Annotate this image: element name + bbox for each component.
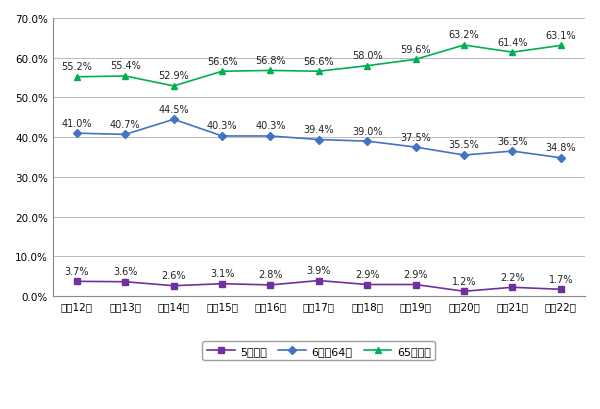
Text: 40.3%: 40.3% <box>255 121 286 131</box>
Text: 59.6%: 59.6% <box>400 45 431 55</box>
Text: 3.7%: 3.7% <box>65 266 89 276</box>
Text: 2.9%: 2.9% <box>355 269 380 279</box>
Text: 3.1%: 3.1% <box>210 268 234 279</box>
Text: 34.8%: 34.8% <box>545 143 576 153</box>
Text: 63.1%: 63.1% <box>545 31 576 41</box>
Text: 41.0%: 41.0% <box>62 118 92 128</box>
Text: 40.3%: 40.3% <box>207 121 238 131</box>
Text: 56.8%: 56.8% <box>255 56 286 66</box>
Text: 39.4%: 39.4% <box>304 125 334 135</box>
Text: 63.2%: 63.2% <box>449 30 479 40</box>
Text: 3.6%: 3.6% <box>113 267 137 276</box>
Text: 2.2%: 2.2% <box>500 272 525 282</box>
Text: 39.0%: 39.0% <box>352 126 383 136</box>
Text: 61.4%: 61.4% <box>497 38 527 47</box>
Text: 2.6%: 2.6% <box>161 270 186 281</box>
Legend: 5歳以下, 6歳～64歳, 65歳以上: 5歳以下, 6歳～64歳, 65歳以上 <box>202 341 435 360</box>
Text: 2.9%: 2.9% <box>403 269 428 279</box>
Text: 40.7%: 40.7% <box>110 119 140 130</box>
Text: 2.8%: 2.8% <box>258 270 283 280</box>
Text: 1.2%: 1.2% <box>452 276 476 286</box>
Text: 35.5%: 35.5% <box>449 140 479 150</box>
Text: 36.5%: 36.5% <box>497 136 528 146</box>
Text: 1.7%: 1.7% <box>548 274 573 284</box>
Text: 56.6%: 56.6% <box>207 56 238 67</box>
Text: 58.0%: 58.0% <box>352 51 383 61</box>
Text: 55.2%: 55.2% <box>61 62 92 72</box>
Text: 55.4%: 55.4% <box>110 61 140 71</box>
Text: 3.9%: 3.9% <box>307 265 331 275</box>
Text: 44.5%: 44.5% <box>158 104 189 115</box>
Text: 56.6%: 56.6% <box>304 56 334 67</box>
Text: 37.5%: 37.5% <box>400 132 431 142</box>
Text: 52.9%: 52.9% <box>158 71 189 81</box>
